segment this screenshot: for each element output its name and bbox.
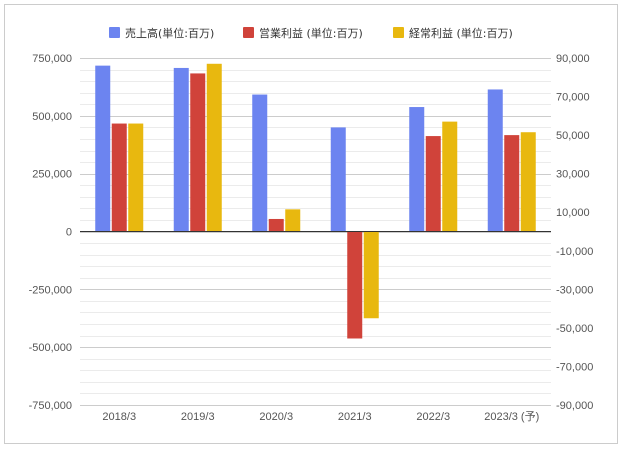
legend-swatch [393,27,404,38]
y-right-tick-label: 90,000 [556,53,590,65]
bars [95,63,536,339]
y-right-tick-label: 10,000 [556,207,590,219]
x-tick-label: 2018/3 [102,411,136,423]
x-tick-label: 2022/3 [416,411,450,423]
y-left-tick-label: 250,000 [32,169,72,181]
bar-series-2-1 [111,123,127,232]
legend-swatch [243,27,254,38]
y-right-tick-label: -90,000 [556,400,593,412]
bar-series-1-4 [330,127,346,232]
y-right-tick-label: 70,000 [556,92,590,104]
y-left-tick-label: -500,000 [29,342,72,354]
y-axis-left: 750,000 500,000 250,000 0 -250,000 -500,000 -7… [29,53,72,412]
bar-series-1-5 [409,107,425,232]
legend-label: 営業利益 (単位:百万) [259,26,363,40]
y-axis-right: 90,000 70,000 50,000 30,000 10,000 -10,000 -30… [556,53,593,412]
bar-series-1-2 [173,67,189,232]
bar-series-3-2 [206,63,222,232]
bar-series-2-3 [268,218,284,232]
y-left-tick-label: 500,000 [32,111,72,123]
y-right-tick-label: 50,000 [556,130,590,142]
x-tick-label: 2021/3 [338,411,372,423]
bar-series-1-1 [95,65,111,232]
legend-label: 経常利益 (単位:百万) [409,26,513,40]
gridlines [80,58,551,406]
bar-series-3-5 [442,121,458,232]
y-right-tick-label: -10,000 [556,246,593,258]
y-left-tick-label: 0 [66,227,72,239]
x-axis: 2018/3 2019/3 2020/3 2021/3 2022/3 2023/3 (予) [102,410,539,423]
legend: 売上高(単位:百万) 営業利益 (単位:百万) 経常利益 (単位:百万) [109,26,513,40]
bar-series-3-6 [520,132,536,232]
y-left-tick-label: -750,000 [29,400,72,412]
bar-series-3-1 [128,123,144,232]
legend-label: 売上高(単位:百万) [125,26,214,40]
y-left-tick-label: 750,000 [32,53,72,65]
x-tick-label: 2019/3 [181,411,215,423]
bar-series-1-3 [252,94,268,232]
y-right-tick-label: -30,000 [556,284,593,296]
y-right-tick-label: 30,000 [556,169,590,181]
y-right-tick-label: -70,000 [556,361,593,373]
bar-series-3-4 [363,231,379,319]
legend-swatch [109,27,120,38]
bar-series-2-5 [425,136,441,232]
bar-series-2-2 [190,73,206,232]
x-tick-label: 2020/3 [259,411,293,423]
bar-series-2-6 [504,135,520,232]
bar-series-2-4 [347,231,363,339]
x-tick-label: 2023/3 (予) [484,410,539,423]
y-left-tick-label: -250,000 [29,284,72,296]
bar-series-1-6 [487,89,503,232]
bar-series-3-3 [285,209,301,232]
y-right-tick-label: -50,000 [556,323,593,335]
